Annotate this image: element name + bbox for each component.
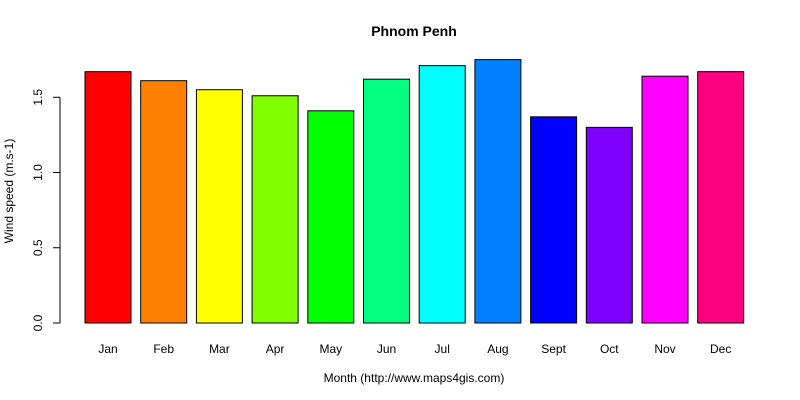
bar-dec (697, 71, 745, 324)
x-tick-label: Apr (266, 342, 285, 356)
bar-apr (251, 95, 299, 324)
bar-aug (474, 59, 522, 324)
y-tick-label: 1.0 (31, 164, 45, 181)
x-tick-label: Oct (600, 342, 619, 356)
bar-nov (641, 75, 689, 324)
bar-mar (195, 89, 243, 324)
x-tick-label: Jun (377, 342, 396, 356)
bar-feb (140, 80, 188, 324)
x-tick-label: Jul (435, 342, 450, 356)
chart-title: Phnom Penh (371, 23, 457, 39)
x-tick-label: May (319, 342, 342, 356)
bar-oct (585, 126, 633, 324)
bar-may (307, 110, 355, 324)
x-tick-label: Dec (710, 342, 731, 356)
x-tick-label: Nov (654, 342, 675, 356)
x-tick-label: Mar (209, 342, 230, 356)
bar-jun (363, 78, 410, 324)
bar-jul (418, 65, 466, 324)
y-axis-label: Wind speed (m.s-1) (2, 139, 16, 244)
y-axis: 0.0 0.5 1.0 1.5 (31, 89, 61, 331)
bar-sept (530, 116, 578, 324)
x-tick-label: Jan (98, 342, 117, 356)
x-axis-label: Month (http://www.maps4gis.com) (324, 371, 505, 385)
y-tick-label: 1.5 (31, 89, 45, 106)
x-tick-label: Aug (487, 342, 508, 356)
x-tick-labels: Jan Feb Mar Apr May Jun Jul Aug Sept Oct Nov Dec (98, 342, 731, 356)
x-tick-label: Sept (541, 342, 566, 356)
bars (84, 59, 745, 324)
bar-jan (84, 71, 132, 324)
y-tick-label: 0.5 (31, 239, 45, 256)
y-tick-label: 0.0 (31, 314, 45, 331)
x-tick-label: Feb (153, 342, 174, 356)
